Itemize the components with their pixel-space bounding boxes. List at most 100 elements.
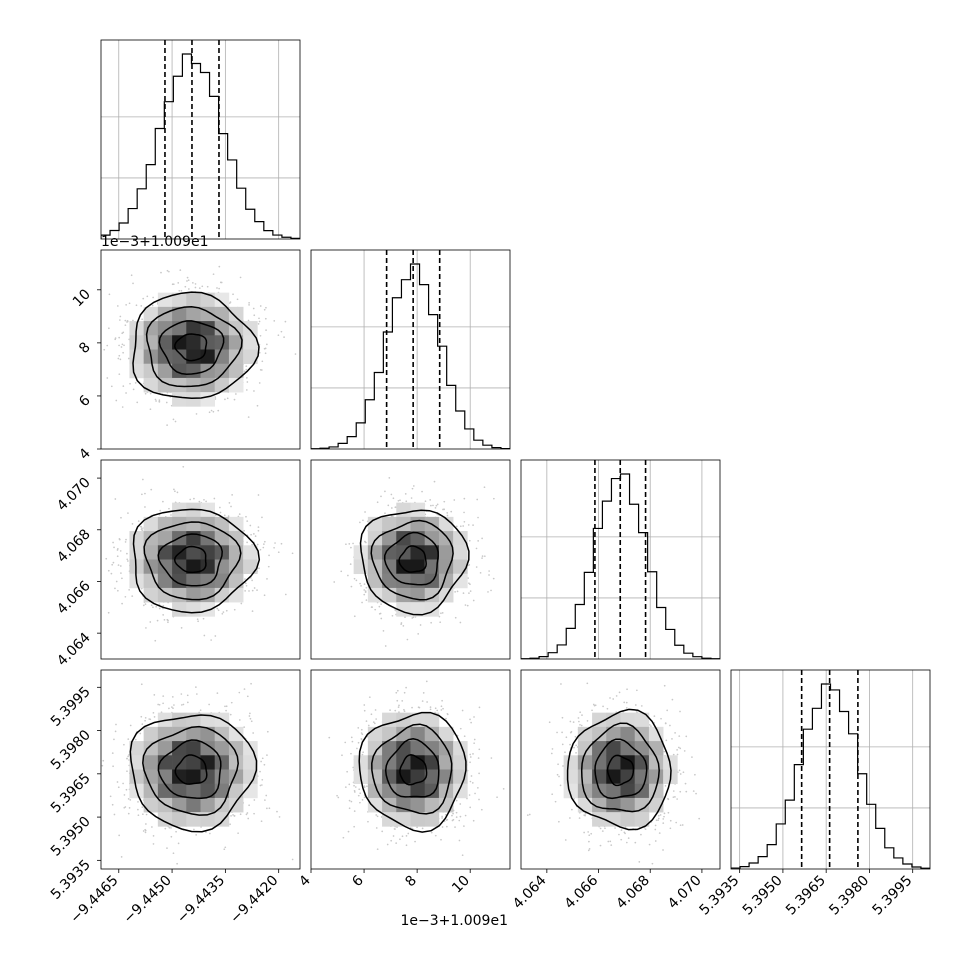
scatter-point	[118, 373, 120, 375]
panel-1-1	[311, 250, 510, 449]
scatter-point	[144, 493, 146, 495]
density-cell	[186, 517, 201, 532]
scatter-point	[117, 781, 119, 783]
density-cell	[243, 560, 258, 575]
scatter-point	[173, 419, 175, 421]
scatter-point	[249, 525, 251, 527]
scatter-point	[142, 479, 144, 481]
scatter-point	[217, 410, 219, 412]
scatter-point	[365, 587, 367, 589]
scatter-point	[273, 547, 275, 549]
scatter-point	[184, 286, 186, 288]
scatter-point	[128, 798, 130, 800]
scatter-point	[221, 282, 223, 284]
density-cell	[396, 503, 411, 518]
scatter-point	[173, 852, 175, 854]
scatter-point	[108, 327, 110, 329]
scatter-point	[244, 370, 246, 372]
scatter-point	[133, 389, 135, 391]
panel-1-0	[70, 250, 302, 449]
scatter-point	[141, 528, 143, 530]
scatter-point	[125, 392, 127, 394]
scatter-point	[361, 602, 363, 604]
scatter-point	[145, 603, 147, 605]
scatter-point	[227, 397, 229, 399]
density-cell	[186, 531, 201, 546]
scatter-point	[122, 783, 124, 785]
scatter-point	[121, 603, 123, 605]
scatter-point	[443, 501, 445, 503]
scatter-point	[468, 592, 470, 594]
density-cell	[215, 588, 230, 603]
scatter-point	[120, 316, 122, 318]
scatter-point	[262, 547, 264, 549]
scatter-point	[248, 590, 250, 592]
scatter-point	[400, 623, 402, 625]
scatter-point	[99, 555, 101, 557]
scatter-point	[144, 506, 146, 508]
scatter-point	[108, 570, 110, 572]
scatter-point	[120, 550, 122, 552]
scatter-point	[476, 548, 478, 550]
scatter-point	[135, 382, 137, 384]
scatter-point	[385, 645, 387, 647]
scatter-point	[377, 501, 379, 503]
scatter-point	[138, 814, 140, 816]
density-cell	[439, 545, 454, 560]
density-cell	[368, 545, 383, 560]
scatter-point	[249, 713, 251, 715]
scatter-point	[460, 525, 462, 527]
density-cell	[229, 531, 244, 546]
scatter-point	[464, 521, 466, 523]
scatter-point	[115, 731, 117, 733]
scatter-point	[259, 321, 261, 323]
scatter-point	[269, 807, 271, 809]
scatter-point	[155, 606, 157, 608]
scatter-point	[462, 525, 464, 527]
scatter-point	[356, 580, 358, 582]
scatter-point	[128, 589, 130, 591]
histogram-step	[101, 54, 300, 239]
scatter-point	[354, 578, 356, 580]
scatter-point	[112, 542, 114, 544]
scatter-point	[113, 562, 115, 564]
scatter-point	[117, 590, 119, 592]
scatter-point	[380, 618, 382, 620]
scatter-point	[122, 331, 124, 333]
scatter-point	[116, 581, 118, 583]
scatter-point	[260, 549, 262, 551]
scatter-point	[257, 405, 259, 407]
scatter-point	[435, 507, 437, 509]
scatter-point	[117, 548, 119, 550]
scatter-point	[468, 564, 470, 566]
scatter-point	[493, 498, 495, 500]
scatter-point	[261, 360, 263, 362]
scatter-point	[111, 564, 113, 566]
density-cell	[215, 531, 230, 546]
density-cell	[186, 364, 201, 379]
scatter-point	[258, 494, 260, 496]
scatter-point	[258, 317, 260, 319]
scatter-point	[477, 517, 479, 519]
scatter-point	[439, 621, 441, 623]
scatter-point	[265, 352, 267, 354]
scatter-point	[403, 625, 405, 627]
scatter-point	[175, 831, 177, 833]
scatter-point	[195, 283, 197, 285]
density-cell	[129, 364, 144, 379]
scatter-point	[159, 399, 161, 401]
scatter-point	[153, 712, 155, 714]
scatter-point	[189, 499, 191, 501]
scatter-point	[447, 515, 449, 517]
scatter-point	[234, 609, 236, 611]
scatter-point	[391, 507, 393, 509]
scatter-point	[283, 336, 285, 338]
scatter-point	[237, 298, 239, 300]
histogram-step	[311, 264, 510, 449]
scatter-point	[446, 512, 448, 514]
scatter-point	[179, 269, 181, 271]
scatter-point	[292, 859, 294, 861]
scatter-point	[167, 270, 169, 272]
scatter-point	[136, 402, 138, 404]
scatter-point	[141, 723, 143, 725]
